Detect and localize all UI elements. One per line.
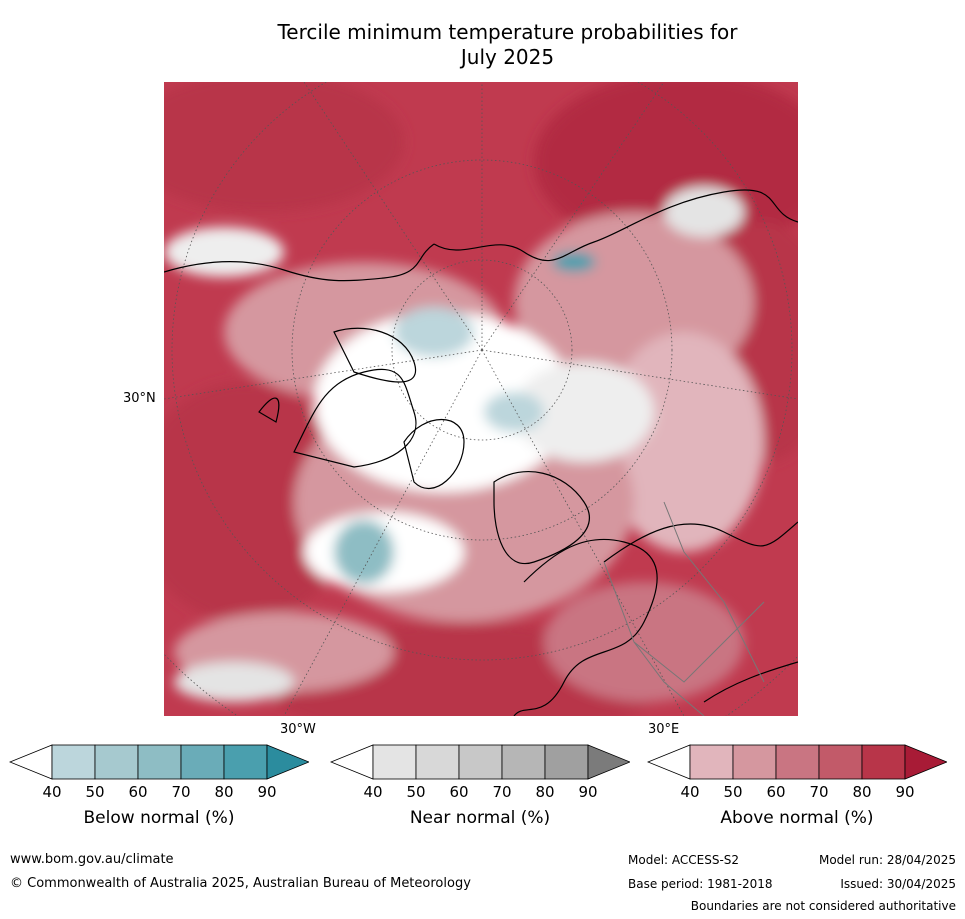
tick-label: 80: [214, 783, 234, 801]
tick-label: 40: [680, 783, 700, 801]
colorbar-segment: [137, 744, 182, 780]
colorbar-segment: [689, 744, 734, 780]
probability-shading: [164, 82, 798, 716]
model-run-text: Model run: 28/04/2025: [818, 853, 956, 867]
borders: [603, 501, 765, 716]
model-text: Model: ACCESS-S2: [628, 853, 740, 867]
map-title: Tercile minimum temperature probabilitie…: [160, 20, 855, 70]
colorbar-extend-high: [587, 744, 630, 780]
colorbar-below-normal: [9, 744, 309, 780]
coastlines: [164, 189, 798, 716]
colorbar-extend-low: [330, 744, 374, 780]
colorbar-near-normal: [330, 744, 630, 780]
website-link[interactable]: www.bom.gov.au/climate: [10, 852, 174, 867]
tick-label: 60: [449, 783, 469, 801]
tick-label: 60: [766, 783, 786, 801]
colorbar-extend-low: [9, 744, 53, 780]
tick-label: 50: [85, 783, 105, 801]
issued-text: Issued: 30/04/2025: [840, 877, 956, 891]
colorbar-segment: [180, 744, 225, 780]
colorbar-extend-low: [647, 744, 691, 780]
longitude-label-east: 30°E: [648, 722, 680, 737]
colorbar-segment: [861, 744, 906, 780]
tick-label: 40: [363, 783, 383, 801]
tick-label: 90: [578, 783, 598, 801]
tick-label: 80: [852, 783, 872, 801]
colorbar-segment: [51, 744, 96, 780]
legend-label-near: Near normal (%): [409, 808, 551, 828]
colorbar-segment: [501, 744, 546, 780]
colorbar-ticks-near: 40 50 60 70 80 90: [330, 783, 630, 801]
colorbar-segment: [415, 744, 460, 780]
colorbar-segment: [544, 744, 589, 780]
tick-label: 60: [128, 783, 148, 801]
tick-label: 90: [895, 783, 915, 801]
colorbar-segment: [94, 744, 139, 780]
colorbar-segment: [458, 744, 503, 780]
tick-label: 70: [171, 783, 191, 801]
colorbar-extend-high: [904, 744, 947, 780]
colorbar-segment: [372, 744, 417, 780]
title-line-2: July 2025: [460, 45, 555, 69]
copyright-text: © Commonwealth of Australia 2025, Austra…: [10, 876, 471, 891]
polar-probability-map: [164, 82, 798, 716]
title-line-1: Tercile minimum temperature probabilitie…: [277, 20, 738, 44]
tick-label: 50: [406, 783, 426, 801]
tick-label: 80: [535, 783, 555, 801]
colorbar-segment: [775, 744, 820, 780]
colorbar-extend-high: [266, 744, 309, 780]
legend-label-below: Below normal (%): [83, 808, 235, 828]
legend-label-above: Above normal (%): [720, 808, 874, 828]
disclaimer-text: Boundaries are not considered authoritat…: [690, 899, 956, 913]
base-period-text: Base period: 1981-2018: [628, 877, 773, 891]
latitude-label: 30°N: [123, 391, 156, 406]
colorbar-ticks-above: 40 50 60 70 80 90: [647, 783, 947, 801]
tick-label: 90: [257, 783, 277, 801]
tick-label: 70: [492, 783, 512, 801]
tick-label: 70: [809, 783, 829, 801]
tick-label: 50: [723, 783, 743, 801]
tick-label: 40: [42, 783, 62, 801]
longitude-label-west: 30°W: [280, 722, 316, 737]
colorbar-segment: [818, 744, 863, 780]
map-graphic: [164, 82, 798, 716]
colorbar-above-normal: [647, 744, 947, 780]
colorbar-ticks-below: 40 50 60 70 80 90: [9, 783, 309, 801]
colorbar-segment: [223, 744, 268, 780]
colorbar-segment: [732, 744, 777, 780]
